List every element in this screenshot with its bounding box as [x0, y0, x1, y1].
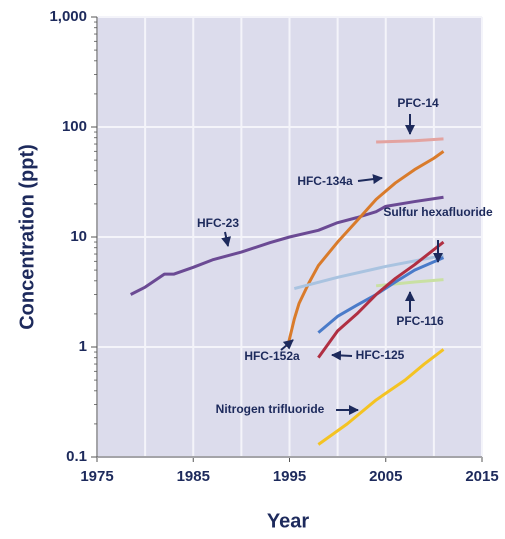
x-tick-label: 2015 [465, 468, 498, 485]
data-line [286, 150, 445, 348]
annotation: PFC-116 [396, 314, 444, 328]
annotation: Sulfur hexafluoride [383, 205, 493, 219]
data-line [317, 240, 445, 359]
annotation: HFC-134a [297, 174, 353, 188]
annotation: PFC-14 [397, 96, 439, 110]
data-line [376, 137, 444, 144]
annotation-arrow [357, 174, 383, 185]
data-line [317, 348, 445, 446]
annotation: Nitrogen trifluoride [216, 402, 325, 416]
annotation-arrow [221, 231, 232, 247]
annotation: HFC-23 [197, 216, 239, 230]
y-tick-label: 1 [79, 338, 87, 355]
y-tick-label: 0.1 [66, 448, 87, 465]
y-tick-label: 10 [70, 228, 87, 245]
x-tick-label: 2005 [369, 468, 402, 485]
y-axis-label: Concentration (ppt) [16, 144, 38, 330]
y-tick-label: 1,000 [49, 8, 87, 25]
annotation-arrow [280, 339, 294, 351]
data-line [130, 195, 444, 296]
data-line [293, 253, 444, 290]
x-tick-label: 1975 [80, 468, 113, 485]
annotation: HFC-152a [244, 349, 300, 363]
annotation: HFC-125 [356, 348, 405, 362]
x-tick-label: 1985 [177, 468, 210, 485]
annotation-arrow [331, 350, 353, 361]
y-tick-label: 100 [62, 118, 87, 135]
x-tick-label: 1995 [273, 468, 306, 485]
x-axis-label: Year [267, 510, 309, 532]
